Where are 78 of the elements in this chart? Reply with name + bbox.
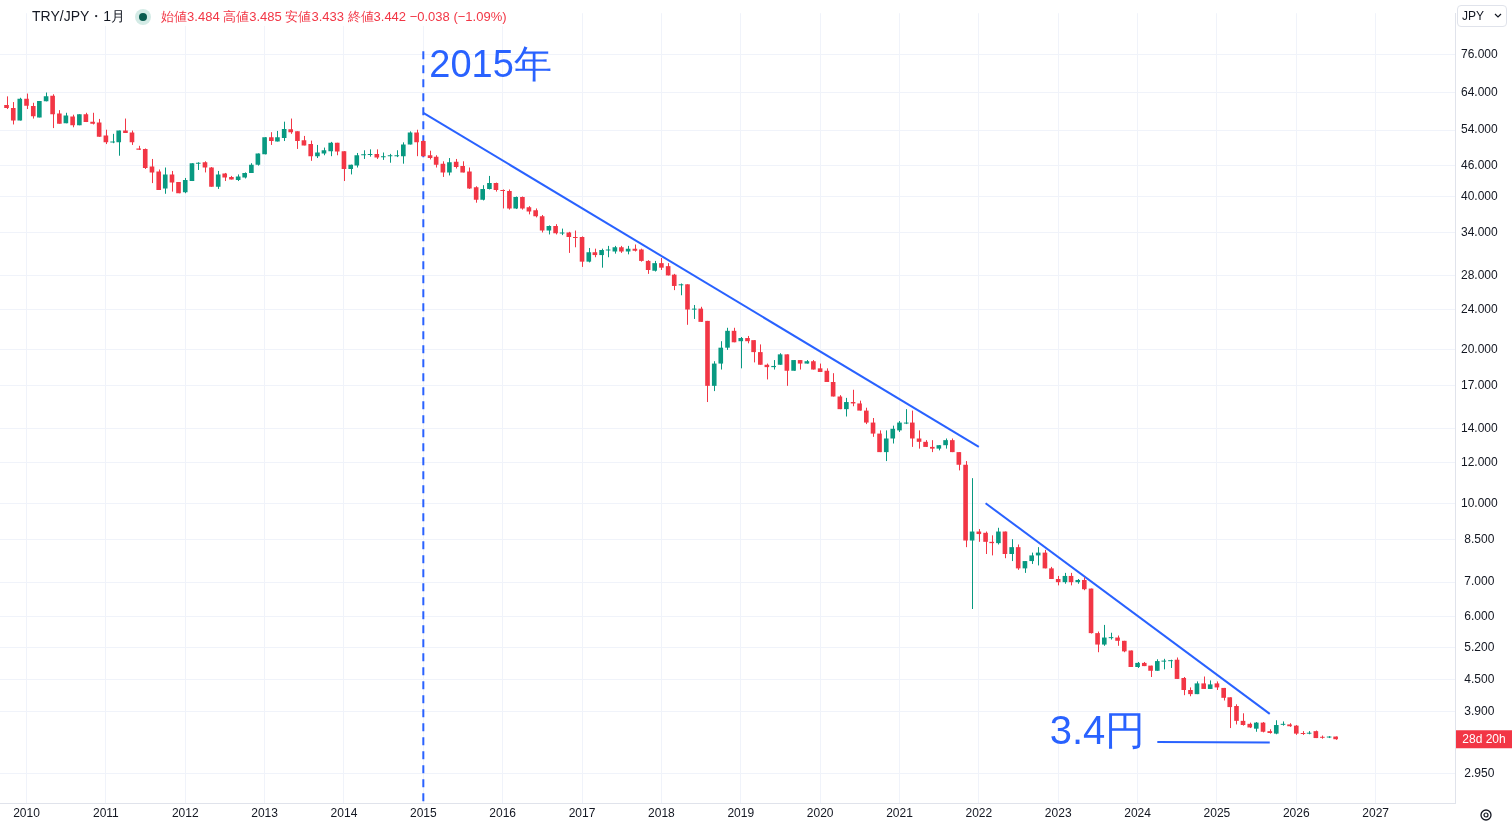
x-tick-label: 2024 [1124, 805, 1152, 820]
x-tick-label: 2014 [330, 805, 358, 820]
ref-line-label: 2015年 [429, 42, 552, 85]
y-tick-label: 14.000 [1461, 421, 1499, 436]
candlestick [156, 168, 162, 191]
y-tick-label: 28.000 [1461, 267, 1499, 282]
candlestick [1234, 703, 1239, 725]
candlestick [500, 188, 505, 209]
candlestick [209, 166, 214, 188]
candlestick [883, 429, 889, 462]
chart-subtitle: 始値3.484 高値3.485 安値3.433 終値3.442 −0.038 (−1.09%) [161, 8, 507, 26]
candlestick [1009, 538, 1014, 562]
candlestick [414, 129, 419, 157]
x-tick-label: 2025 [1203, 805, 1231, 820]
y-tick-label: 20.000 [1461, 342, 1499, 357]
candlestick [162, 167, 168, 195]
candlestick [50, 93, 55, 129]
x-tick-label: 2027 [1362, 805, 1390, 820]
candlestick [1095, 631, 1100, 653]
candlestick [910, 410, 915, 448]
candlestick [983, 531, 988, 555]
candlestick [1181, 676, 1187, 696]
chart-title: TRY/JPY・1月 [32, 8, 126, 26]
y-tick-label: 24.000 [1461, 301, 1499, 316]
candlestick [691, 304, 697, 320]
y-tick-label: 3.900 [1464, 703, 1495, 718]
x-tick-label: 2016 [489, 805, 517, 820]
x-tick-label: 2018 [648, 805, 676, 820]
candlestick [17, 97, 23, 121]
y-tick-label: 10.000 [1461, 495, 1499, 510]
candlestick [1015, 543, 1021, 571]
y-tick-label: 4.500 [1464, 672, 1495, 687]
y-tick-label: 46.000 [1461, 157, 1499, 172]
candlestick [1101, 624, 1107, 647]
candlestick [10, 101, 16, 125]
y-tick-label: 40.000 [1461, 188, 1499, 203]
candlestick [916, 429, 922, 450]
y-tick-label: 64.000 [1461, 84, 1499, 99]
y-tick-label: 7.000 [1464, 574, 1495, 589]
candlestick [758, 343, 763, 366]
candlestick [467, 167, 472, 190]
x-tick-label: 2020 [806, 805, 834, 820]
candlestick [169, 170, 175, 193]
y-tick-label: 17.000 [1461, 378, 1499, 393]
text: 28d 20h [1462, 731, 1506, 746]
x-tick-label: 2010 [13, 805, 41, 820]
candlestick [401, 141, 406, 165]
y-tick-label: 6.000 [1464, 608, 1495, 623]
y-tick-label: 8.500 [1464, 531, 1495, 546]
y-tick-label: 54.000 [1461, 122, 1499, 137]
x-tick-label: 2026 [1282, 805, 1310, 820]
x-tick-label: 2022 [965, 805, 993, 820]
x-tick-label: 2021 [886, 805, 914, 820]
candlestick [830, 372, 836, 398]
candlestick [738, 336, 744, 369]
candlestick [599, 248, 604, 269]
x-tick-label: 2011 [92, 805, 120, 820]
x-tick-label: 2023 [1044, 805, 1072, 820]
y-axis-title: JPY [1462, 9, 1485, 23]
annotation: 3.4円 [1049, 707, 1146, 752]
candlestick [725, 327, 730, 351]
x-tick-label: 2012 [171, 805, 199, 820]
y-tick-label: 12.000 [1461, 455, 1499, 470]
x-tick-label: 2015 [409, 805, 437, 820]
y-tick-label: 5.200 [1464, 640, 1495, 655]
x-tick-label: 2013 [251, 805, 279, 820]
y-tick-label: 2.950 [1464, 765, 1495, 780]
y-tick-label: 76.000 [1461, 46, 1499, 61]
candlestick [711, 360, 717, 392]
candlestick [142, 147, 148, 170]
candlestick [903, 408, 909, 425]
candlestick [844, 397, 849, 417]
x-tick-label: 2019 [727, 805, 755, 820]
y-tick-label: 34.000 [1461, 224, 1499, 239]
candlestick [308, 140, 314, 162]
candlestick [718, 340, 724, 371]
candlestick [507, 188, 512, 211]
x-tick-label: 2017 [568, 805, 596, 820]
